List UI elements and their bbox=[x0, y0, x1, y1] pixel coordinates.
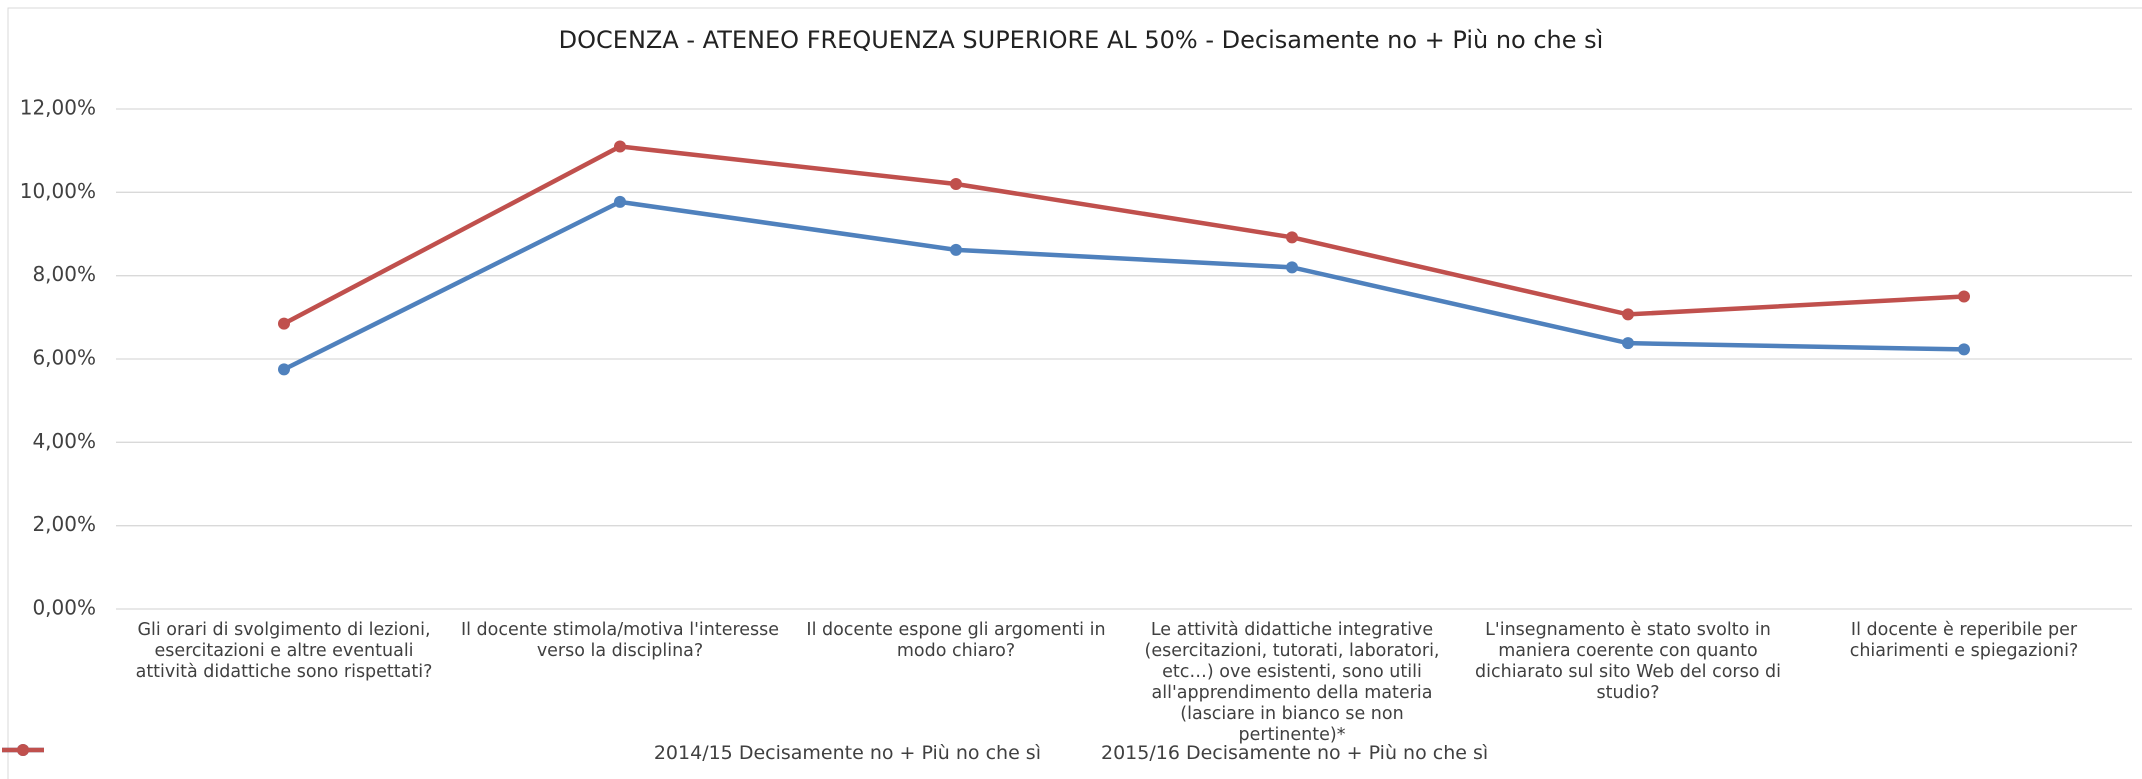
x-tick-label: Il docente espone gli argomenti in modo … bbox=[806, 620, 1106, 661]
x-tick-label: Le attività didattiche integrative (eser… bbox=[1144, 620, 1440, 745]
y-tick-label: 8,00% bbox=[32, 262, 96, 286]
data-point bbox=[278, 363, 290, 376]
legend-label: 2014/15 Decisamente no + Più no che sì bbox=[653, 742, 1041, 764]
data-point bbox=[278, 317, 290, 330]
data-point bbox=[1622, 308, 1634, 321]
data-point bbox=[1286, 261, 1298, 274]
legend: 2014/15 Decisamente no + Più no che sì 20… bbox=[0, 742, 2142, 764]
x-tick-label: Il docente è reperibile per chiarimenti … bbox=[1849, 620, 2079, 661]
series-line bbox=[282, 144, 1965, 326]
legend-marker bbox=[17, 744, 29, 756]
y-tick-label: 12,00% bbox=[20, 96, 96, 120]
y-tick-label: 2,00% bbox=[32, 512, 96, 536]
chart-title: DOCENZA - ATENEO FREQUENZA SUPERIORE AL … bbox=[559, 26, 1604, 54]
data-point bbox=[614, 195, 626, 208]
data-point bbox=[1622, 337, 1634, 350]
legend-item: 2015/16 Decisamente no + Più no che sì bbox=[2, 742, 1489, 764]
y-tick-label: 4,00% bbox=[32, 429, 96, 453]
x-tick-label: Gli orari di svolgimento di lezioni, ese… bbox=[135, 620, 433, 682]
data-point bbox=[1958, 290, 1970, 303]
x-tick-label: Il docente stimola/motiva l'interesse ve… bbox=[460, 620, 780, 661]
y-tick-label: 0,00% bbox=[32, 596, 96, 620]
data-point bbox=[950, 243, 962, 256]
data-point bbox=[950, 178, 962, 190]
series-line bbox=[282, 199, 1965, 372]
legend-swatch bbox=[2, 744, 44, 756]
y-tick-label: 6,00% bbox=[32, 346, 96, 370]
data-point bbox=[1286, 231, 1298, 244]
x-tick-label: L'insegnamento è stato svolto in maniera… bbox=[1475, 620, 1781, 703]
data-point bbox=[1958, 343, 1970, 356]
y-tick-label: 10,00% bbox=[20, 179, 96, 203]
legend-item: 2014/15 Decisamente no + Più no che sì bbox=[2, 742, 1041, 764]
legend-label: 2015/16 Decisamente no + Più no che sì bbox=[1101, 742, 1489, 764]
chart-border bbox=[7, 7, 2142, 779]
data-point bbox=[614, 140, 626, 153]
